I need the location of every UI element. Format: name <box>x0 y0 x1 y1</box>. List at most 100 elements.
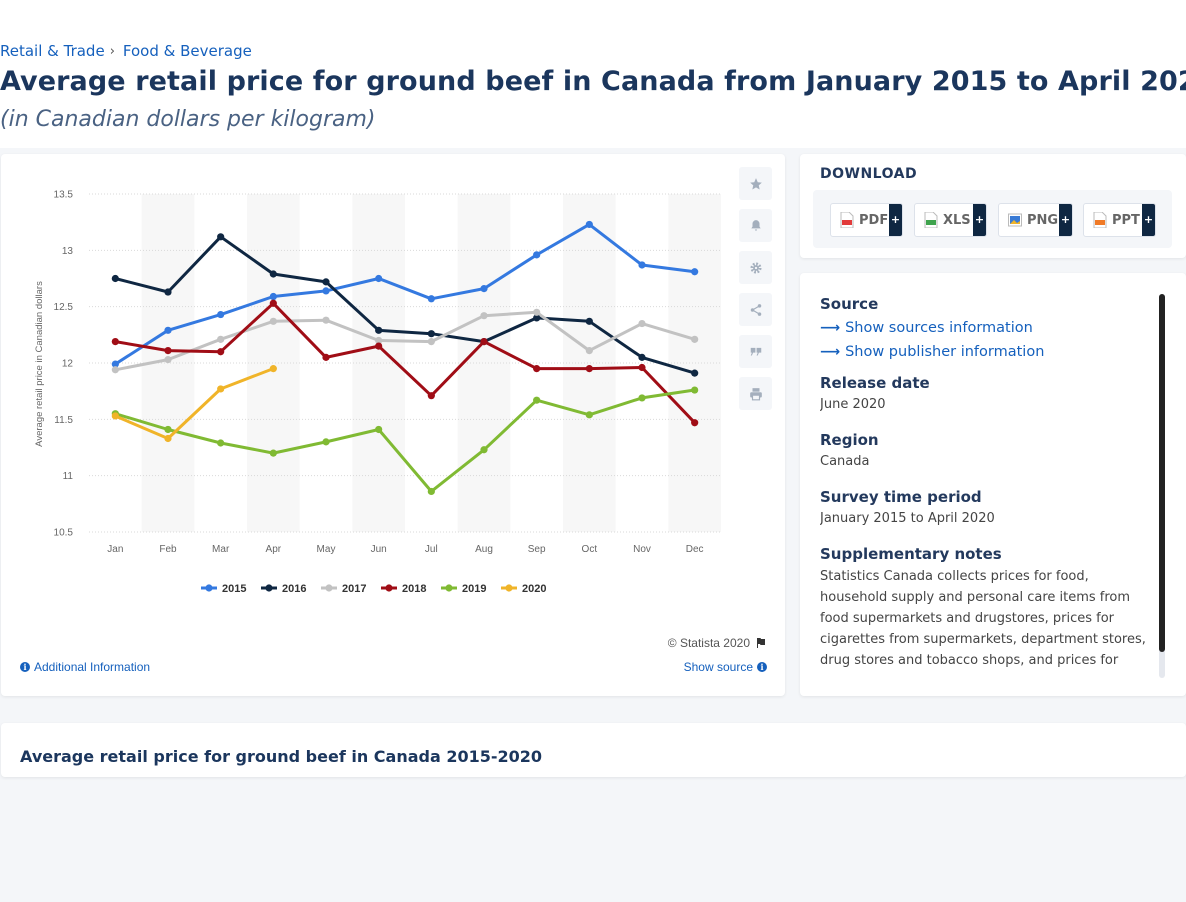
data-point-2018[interactable] <box>269 299 277 307</box>
data-point-2016[interactable] <box>375 326 383 334</box>
data-point-2017[interactable] <box>585 347 593 355</box>
data-point-2016[interactable] <box>111 274 119 283</box>
data-point-2018[interactable] <box>111 337 119 346</box>
ppt-plus[interactable]: + <box>1142 204 1155 236</box>
data-point-2018[interactable] <box>427 392 435 400</box>
data-point-2016[interactable] <box>427 330 435 338</box>
download-ppt-button[interactable]: PPT + <box>1083 203 1156 237</box>
data-point-2015[interactable] <box>691 268 699 276</box>
data-point-2015[interactable] <box>638 261 646 269</box>
data-point-2019[interactable] <box>375 425 383 434</box>
data-point-2019[interactable] <box>322 438 330 446</box>
download-png-button[interactable]: PNG + <box>998 203 1073 237</box>
data-point-2016[interactable] <box>585 317 593 325</box>
data-point-2020[interactable] <box>217 385 225 393</box>
data-point-2020[interactable] <box>164 434 172 443</box>
data-point-2017[interactable] <box>533 308 541 316</box>
data-point-2018[interactable] <box>322 353 330 361</box>
data-point-2018[interactable] <box>217 348 225 356</box>
data-point-2015[interactable] <box>375 274 383 283</box>
flag-icon[interactable] <box>755 637 767 649</box>
breadcrumb-retail-trade[interactable]: Retail & Trade <box>0 42 105 60</box>
data-point-2015[interactable] <box>533 251 541 259</box>
data-point-2017[interactable] <box>217 335 225 343</box>
series-line-2017[interactable] <box>115 310 696 372</box>
legend-item-2019[interactable]: 2019 <box>441 583 486 595</box>
data-point-2018[interactable] <box>480 337 488 346</box>
data-point-2015[interactable] <box>164 326 172 334</box>
data-point-2016[interactable] <box>217 233 225 241</box>
data-point-2019[interactable] <box>638 394 646 402</box>
data-point-2015[interactable] <box>269 292 277 301</box>
data-point-2019[interactable] <box>269 449 277 457</box>
data-point-2016[interactable] <box>533 314 541 322</box>
legend-item-2016[interactable]: 2016 <box>261 583 306 595</box>
data-point-2019[interactable] <box>585 411 593 419</box>
series-line-2019[interactable] <box>114 388 695 493</box>
settings-button[interactable] <box>739 251 772 284</box>
data-point-2015[interactable] <box>585 220 593 229</box>
data-point-2018[interactable] <box>533 365 541 373</box>
share-button[interactable] <box>739 293 772 326</box>
data-point-2019[interactable] <box>691 386 699 394</box>
legend-item-2020[interactable]: 2020 <box>501 583 546 595</box>
favorite-button[interactable] <box>739 167 772 200</box>
additional-information-link[interactable]: i Additional Information <box>20 660 150 674</box>
xls-plus[interactable]: + <box>973 204 986 236</box>
data-point-2018[interactable] <box>691 419 699 427</box>
data-point-2019[interactable] <box>533 396 541 404</box>
related-statistic-title[interactable]: Average retail price for ground beef in … <box>20 747 543 766</box>
download-pdf-button[interactable]: PDF + <box>830 203 903 237</box>
y-axis-label: Average retail price in Canadian dollars <box>34 281 45 447</box>
print-button[interactable] <box>739 377 772 410</box>
series-line-2020[interactable] <box>114 367 274 440</box>
data-point-2019[interactable] <box>217 439 225 447</box>
data-point-2017[interactable] <box>322 316 330 324</box>
series-line-2016[interactable] <box>114 235 696 375</box>
data-point-2015[interactable] <box>322 287 330 295</box>
show-sources-link[interactable]: ⟶ Show sources information <box>820 316 1150 340</box>
data-point-2017[interactable] <box>638 319 646 328</box>
download-xls-button[interactable]: XLS + <box>914 203 987 237</box>
data-point-2017[interactable] <box>480 312 488 320</box>
data-point-2018[interactable] <box>164 347 172 355</box>
pdf-plus[interactable]: + <box>889 204 902 236</box>
data-point-2016[interactable] <box>691 369 699 377</box>
data-point-2017[interactable] <box>111 366 119 374</box>
data-point-2018[interactable] <box>375 342 383 350</box>
data-point-2019[interactable] <box>427 487 435 496</box>
data-point-2015[interactable] <box>217 310 225 319</box>
data-point-2017[interactable] <box>427 337 435 346</box>
data-point-2019[interactable] <box>480 446 488 454</box>
data-point-2020[interactable] <box>269 365 277 373</box>
legend-item-2017[interactable]: 2017 <box>321 583 366 595</box>
data-point-2019[interactable] <box>164 425 172 434</box>
series-line-2018[interactable] <box>115 301 696 424</box>
notification-button[interactable] <box>739 209 772 242</box>
breadcrumb-food-beverage[interactable]: Food & Beverage <box>122 42 252 60</box>
png-plus[interactable]: + <box>1059 204 1072 236</box>
data-point-2016[interactable] <box>322 278 330 286</box>
series-line-2015[interactable] <box>114 222 695 366</box>
data-point-2015[interactable] <box>480 285 488 293</box>
legend-item-2015[interactable]: 2015 <box>201 583 246 595</box>
info-scrollbar[interactable] <box>1159 294 1165 678</box>
data-point-2018[interactable] <box>585 365 593 373</box>
show-publisher-link[interactable]: ⟶ Show publisher information <box>820 340 1150 364</box>
data-point-2017[interactable] <box>164 356 172 364</box>
data-point-2017[interactable] <box>691 335 699 343</box>
info-icon: i <box>20 662 30 672</box>
legend-item-2018[interactable]: 2018 <box>381 583 426 595</box>
data-point-2016[interactable] <box>164 288 172 296</box>
data-point-2017[interactable] <box>375 336 383 345</box>
data-point-2017[interactable] <box>269 317 277 325</box>
data-point-2018[interactable] <box>638 363 646 372</box>
data-point-2015[interactable] <box>427 295 435 303</box>
show-source-link[interactable]: Show source i <box>684 660 767 674</box>
data-point-2016[interactable] <box>638 353 646 361</box>
data-point-2020[interactable] <box>111 412 119 420</box>
data-point-2015[interactable] <box>111 360 119 368</box>
cite-button[interactable] <box>739 335 772 368</box>
data-point-2016[interactable] <box>269 270 277 278</box>
info-scrollbar-thumb[interactable] <box>1159 294 1165 652</box>
